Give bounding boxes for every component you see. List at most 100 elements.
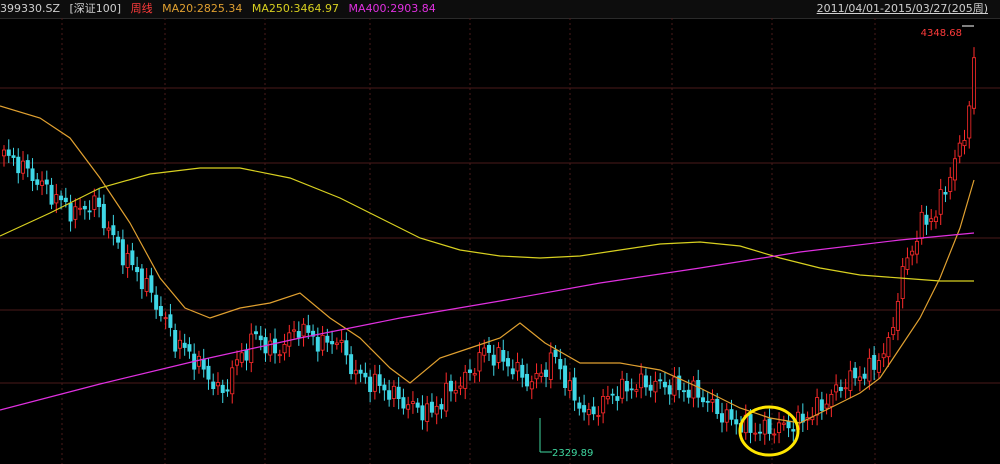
- candle-body: [957, 142, 962, 157]
- candle-body: [439, 404, 444, 410]
- candle-98: [467, 359, 472, 381]
- candle-56: [268, 333, 273, 362]
- candle-body: [772, 433, 777, 436]
- candle-body: [187, 344, 192, 352]
- candle-126: [601, 389, 606, 424]
- candle-11: [54, 183, 59, 214]
- candle-86: [410, 391, 415, 414]
- candle-149: [710, 389, 715, 413]
- candle-62: [296, 321, 301, 346]
- candle-body: [282, 344, 287, 354]
- candle-body: [786, 421, 791, 429]
- candle-body: [715, 398, 720, 415]
- candle-145: [691, 376, 696, 408]
- annotations: 4348.68 2329.89: [539, 25, 974, 459]
- ma400-line: [0, 232, 975, 411]
- candle-body: [49, 184, 54, 205]
- period-label[interactable]: 周线: [130, 2, 153, 15]
- candle-body: [44, 179, 49, 185]
- candle-body: [254, 331, 259, 335]
- candle-body: [154, 294, 159, 310]
- candle-body: [410, 401, 415, 404]
- candle-body: [948, 176, 953, 192]
- candle-172: [819, 391, 824, 420]
- candle-body: [320, 334, 325, 351]
- candle-48: [230, 360, 235, 404]
- candle-184: [876, 353, 881, 379]
- highest-price-label: 4348.68: [921, 28, 962, 39]
- candle-body: [777, 422, 782, 433]
- candle-95: [453, 380, 458, 402]
- date-range-label[interactable]: 2011/04/01-2015/03/27(205周): [816, 2, 988, 15]
- candle-127: [605, 385, 610, 405]
- candle-100: [477, 342, 482, 382]
- candle-49: [234, 350, 239, 376]
- candle-16: [78, 197, 83, 216]
- candle-202: [962, 129, 967, 155]
- candle-body: [933, 216, 938, 222]
- candle-200: [952, 149, 957, 191]
- candle-57: [273, 328, 278, 364]
- candle-body: [857, 376, 862, 381]
- ma250-line: [0, 167, 974, 282]
- candle-body: [838, 387, 843, 391]
- candle-body: [815, 397, 820, 416]
- candle-74: [353, 359, 358, 385]
- candle-133: [634, 384, 639, 398]
- candle-body: [938, 189, 943, 215]
- candle-5: [25, 154, 30, 178]
- candle-body: [330, 341, 335, 345]
- candle-14: [68, 194, 73, 232]
- candle-body: [30, 168, 35, 181]
- candle-131: [624, 372, 629, 402]
- candle-143: [681, 382, 686, 402]
- candle-body: [491, 354, 496, 366]
- candle-51: [244, 343, 249, 371]
- candle-body: [168, 314, 173, 328]
- candle-157: [748, 409, 753, 444]
- candle-body: [972, 57, 977, 109]
- candle-body: [21, 160, 26, 174]
- candle-body: [620, 378, 625, 399]
- candle-body: [658, 379, 663, 382]
- candle-body: [748, 414, 753, 433]
- candle-body: [591, 406, 596, 415]
- candle-160: [762, 411, 767, 445]
- candle-body: [862, 373, 867, 379]
- candle-body: [311, 330, 316, 337]
- candle-80: [382, 378, 387, 401]
- candle-body: [881, 353, 886, 359]
- candle-body: [567, 380, 572, 391]
- candle-34: [163, 311, 168, 330]
- candle-136: [648, 375, 653, 398]
- candle-body: [924, 214, 929, 225]
- candle-body: [206, 365, 211, 380]
- candle-31: [149, 267, 154, 303]
- candle-33: [158, 296, 163, 322]
- candle-177: [843, 378, 848, 399]
- candle-38: [182, 333, 187, 356]
- candle-body: [54, 194, 59, 204]
- candle-22: [106, 221, 111, 239]
- candle-139: [662, 371, 667, 395]
- candle-132: [629, 378, 634, 399]
- candle-4: [21, 151, 26, 180]
- candlestick-chart[interactable]: 4348.68 2329.89: [0, 18, 1000, 464]
- candle-body: [486, 345, 491, 353]
- candle-69: [330, 330, 335, 354]
- candle-body: [429, 401, 434, 413]
- candle-72: [344, 332, 349, 365]
- candle-body: [344, 340, 349, 356]
- candle-135: [643, 368, 648, 396]
- candle-124: [591, 397, 596, 421]
- candle-75: [358, 364, 363, 383]
- candle-125: [596, 406, 601, 426]
- candle-body: [596, 415, 601, 417]
- candle-121: [577, 396, 582, 416]
- candle-body: [520, 364, 525, 378]
- candle-body: [553, 349, 558, 357]
- candle-body: [144, 278, 149, 292]
- candle-141: [672, 367, 677, 403]
- candle-body: [582, 405, 587, 413]
- candle-body: [501, 350, 506, 362]
